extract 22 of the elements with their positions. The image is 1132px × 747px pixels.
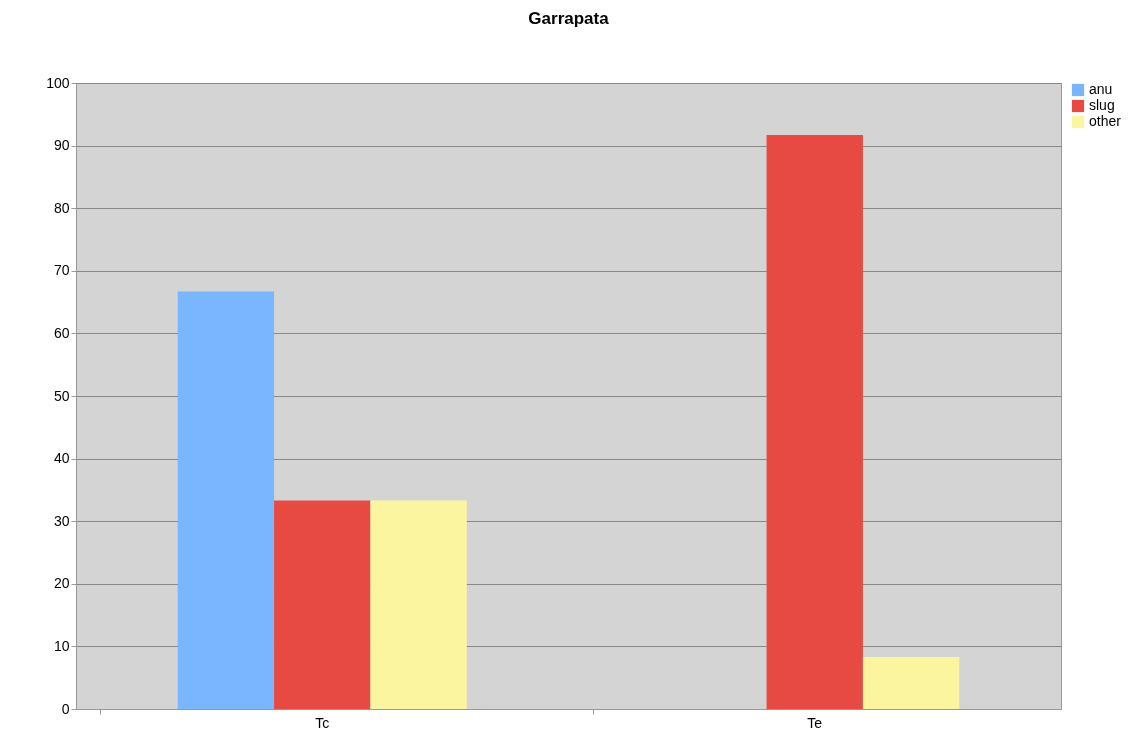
y-tick-label: 60: [53, 324, 70, 341]
bar: [370, 500, 467, 709]
legend-label: anu: [1089, 81, 1113, 97]
y-tick-label: 10: [53, 637, 70, 654]
x-tick-label: Te: [807, 714, 823, 731]
y-tick-label: 30: [53, 512, 70, 529]
bar: [862, 657, 960, 709]
bar: [177, 291, 275, 709]
legend-label: slug: [1089, 97, 1115, 113]
y-tick-label: 50: [53, 387, 70, 404]
bar: [274, 500, 371, 709]
y-tick-label: 70: [53, 262, 70, 279]
bar: [766, 134, 863, 709]
y-tick-label: 80: [53, 199, 70, 216]
legend-label: other: [1089, 113, 1122, 129]
chart-title: Garrapata: [528, 9, 610, 28]
y-tick-label: 90: [53, 137, 70, 154]
y-tick-label: 0: [61, 700, 70, 717]
y-tick-label: 20: [53, 575, 70, 592]
y-tick-label: 100: [46, 74, 70, 91]
x-tick-label: Tc: [315, 714, 330, 731]
y-tick-label: 40: [53, 450, 70, 467]
